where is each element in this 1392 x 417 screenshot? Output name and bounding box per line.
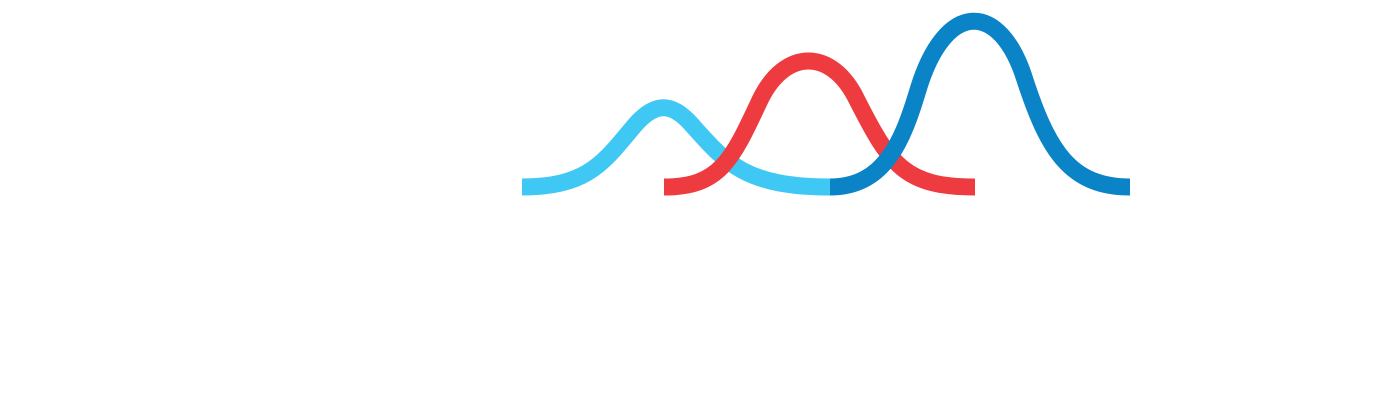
light-blue-curve (521, 99, 831, 196)
red-curve (663, 52, 976, 196)
dark-blue-curve (829, 12, 1131, 196)
